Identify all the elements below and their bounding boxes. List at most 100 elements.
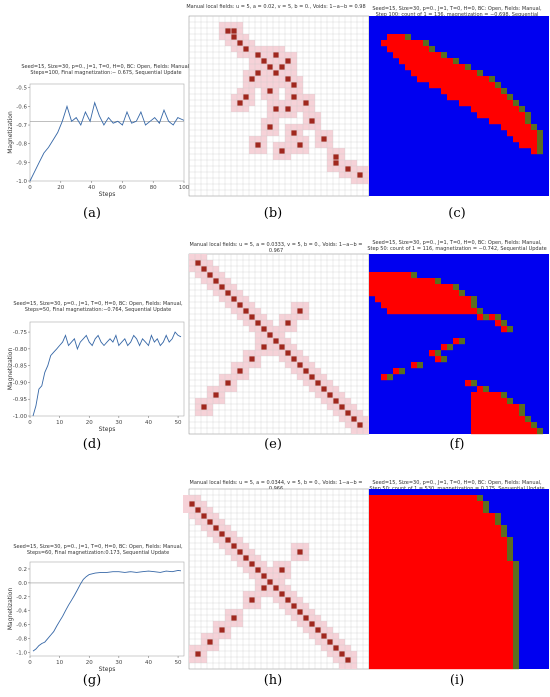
field-cell xyxy=(291,82,297,88)
y-tick-label: -1.0 xyxy=(16,651,27,657)
boundary-cell xyxy=(453,284,459,291)
field-cell xyxy=(225,380,231,386)
field-cell xyxy=(249,561,255,567)
boundary-cell xyxy=(513,573,519,580)
spin-up-cell xyxy=(381,40,423,47)
boundary-cell xyxy=(525,118,531,125)
field-cell xyxy=(291,603,297,609)
field-cell xyxy=(255,70,261,76)
field-cell xyxy=(237,549,243,555)
boundary-cell xyxy=(441,356,447,363)
boundary-cell xyxy=(537,142,543,149)
field-cell xyxy=(201,513,207,519)
boundary-cell xyxy=(435,278,441,285)
field-cell xyxy=(243,308,249,314)
field-cell xyxy=(255,567,261,573)
field-cell xyxy=(237,40,243,46)
field-cell xyxy=(267,332,273,338)
boundary-cell xyxy=(471,302,477,309)
field-cell xyxy=(315,380,321,386)
boundary-cell xyxy=(537,136,543,143)
boundary-cell xyxy=(501,392,507,399)
panel-d-title: Seed=15, Size=30, p=0., J=1, T=0, H=0, B… xyxy=(13,301,183,313)
field-cell xyxy=(309,118,315,124)
boundary-cell xyxy=(483,314,489,321)
spin-up-cell xyxy=(369,555,507,562)
spin-up-cell xyxy=(369,519,495,526)
x-tick-label: 0 xyxy=(28,185,32,191)
spin-up-cell xyxy=(369,525,501,532)
panel-h-caption: (h) xyxy=(263,673,283,688)
boundary-cell xyxy=(513,591,519,598)
spin-up-cell xyxy=(471,404,519,411)
field-cell xyxy=(231,543,237,549)
spin-up-cell xyxy=(501,124,531,131)
boundary-cell xyxy=(453,58,459,65)
field-cell xyxy=(285,320,291,326)
boundary-cell xyxy=(537,428,543,435)
field-cell xyxy=(285,597,291,603)
boundary-cell xyxy=(513,561,519,568)
field-cell xyxy=(291,130,297,136)
field-cell xyxy=(339,404,345,410)
boundary-cell xyxy=(447,344,453,351)
boundary-cell xyxy=(513,627,519,634)
boundary-cell xyxy=(513,100,519,107)
x-tick-label: 40 xyxy=(88,185,95,191)
spin-up-cell xyxy=(369,627,513,634)
spin-up-cell xyxy=(441,344,447,351)
x-tick-label: 80 xyxy=(150,185,157,191)
spin-up-cell xyxy=(369,543,507,550)
y-tick-label: -0.90 xyxy=(13,380,28,386)
field-cell xyxy=(213,278,219,284)
x-tick-label: 40 xyxy=(145,660,152,666)
boundary-cell xyxy=(513,645,519,652)
field-cell xyxy=(243,555,249,561)
x-tick-label: 20 xyxy=(86,420,93,426)
x-tick-label: 0 xyxy=(28,660,32,666)
boundary-cell xyxy=(513,663,519,670)
boundary-cell xyxy=(495,314,501,321)
y-tick-label: -0.6 xyxy=(16,623,27,629)
boundary-cell xyxy=(411,272,417,279)
field-cell xyxy=(315,627,321,633)
panel-d-line-chart: 0 10 20 30 40 50 -1.00 -0.95 -0.90 -0.85 -0.80 -0.7… xyxy=(7,321,185,433)
field-cell xyxy=(333,160,339,166)
field-cell xyxy=(249,356,255,362)
field-cell xyxy=(267,88,273,94)
boundary-cell xyxy=(513,585,519,592)
spin-up-cell xyxy=(369,633,513,640)
field-cell xyxy=(231,615,237,621)
boundary-cell xyxy=(489,76,495,83)
y-tick-label: -0.2 xyxy=(16,595,27,601)
boundary-cell xyxy=(519,404,525,411)
boundary-cell xyxy=(417,362,423,369)
boundary-cell xyxy=(399,368,405,375)
field-cell xyxy=(273,52,279,58)
spin-up-cell xyxy=(471,106,519,113)
panel-g-line-chart: 0 10 20 30 40 50 -1.0 -0.8 -0.6 -0.4 -0.2 0.0 0.2 Ste… xyxy=(7,561,185,673)
field-cell xyxy=(357,172,363,178)
panel-b-field-grid xyxy=(188,15,370,197)
field-cell xyxy=(249,314,255,320)
spin-up-cell xyxy=(369,585,513,592)
boundary-cell xyxy=(483,507,489,514)
boundary-cell xyxy=(513,615,519,622)
field-cell xyxy=(297,308,303,314)
spin-up-cell xyxy=(465,380,471,387)
boundary-cell xyxy=(531,124,537,131)
boundary-cell xyxy=(507,543,513,550)
spin-up-cell xyxy=(369,603,513,610)
field-cell xyxy=(255,320,261,326)
boundary-cell xyxy=(405,34,411,41)
field-cell xyxy=(237,368,243,374)
field-cell xyxy=(189,501,195,507)
boundary-cell xyxy=(429,46,435,53)
spin-up-cell xyxy=(489,314,495,321)
boundary-cell xyxy=(495,82,501,89)
boundary-cell xyxy=(471,380,477,387)
field-cell xyxy=(357,422,363,428)
field-cell xyxy=(279,64,285,70)
panel-a-title: Seed=15, Size=30, p=0., J=1, T=0, H=0, B… xyxy=(21,64,191,76)
panel-c-spin-map xyxy=(369,16,549,196)
